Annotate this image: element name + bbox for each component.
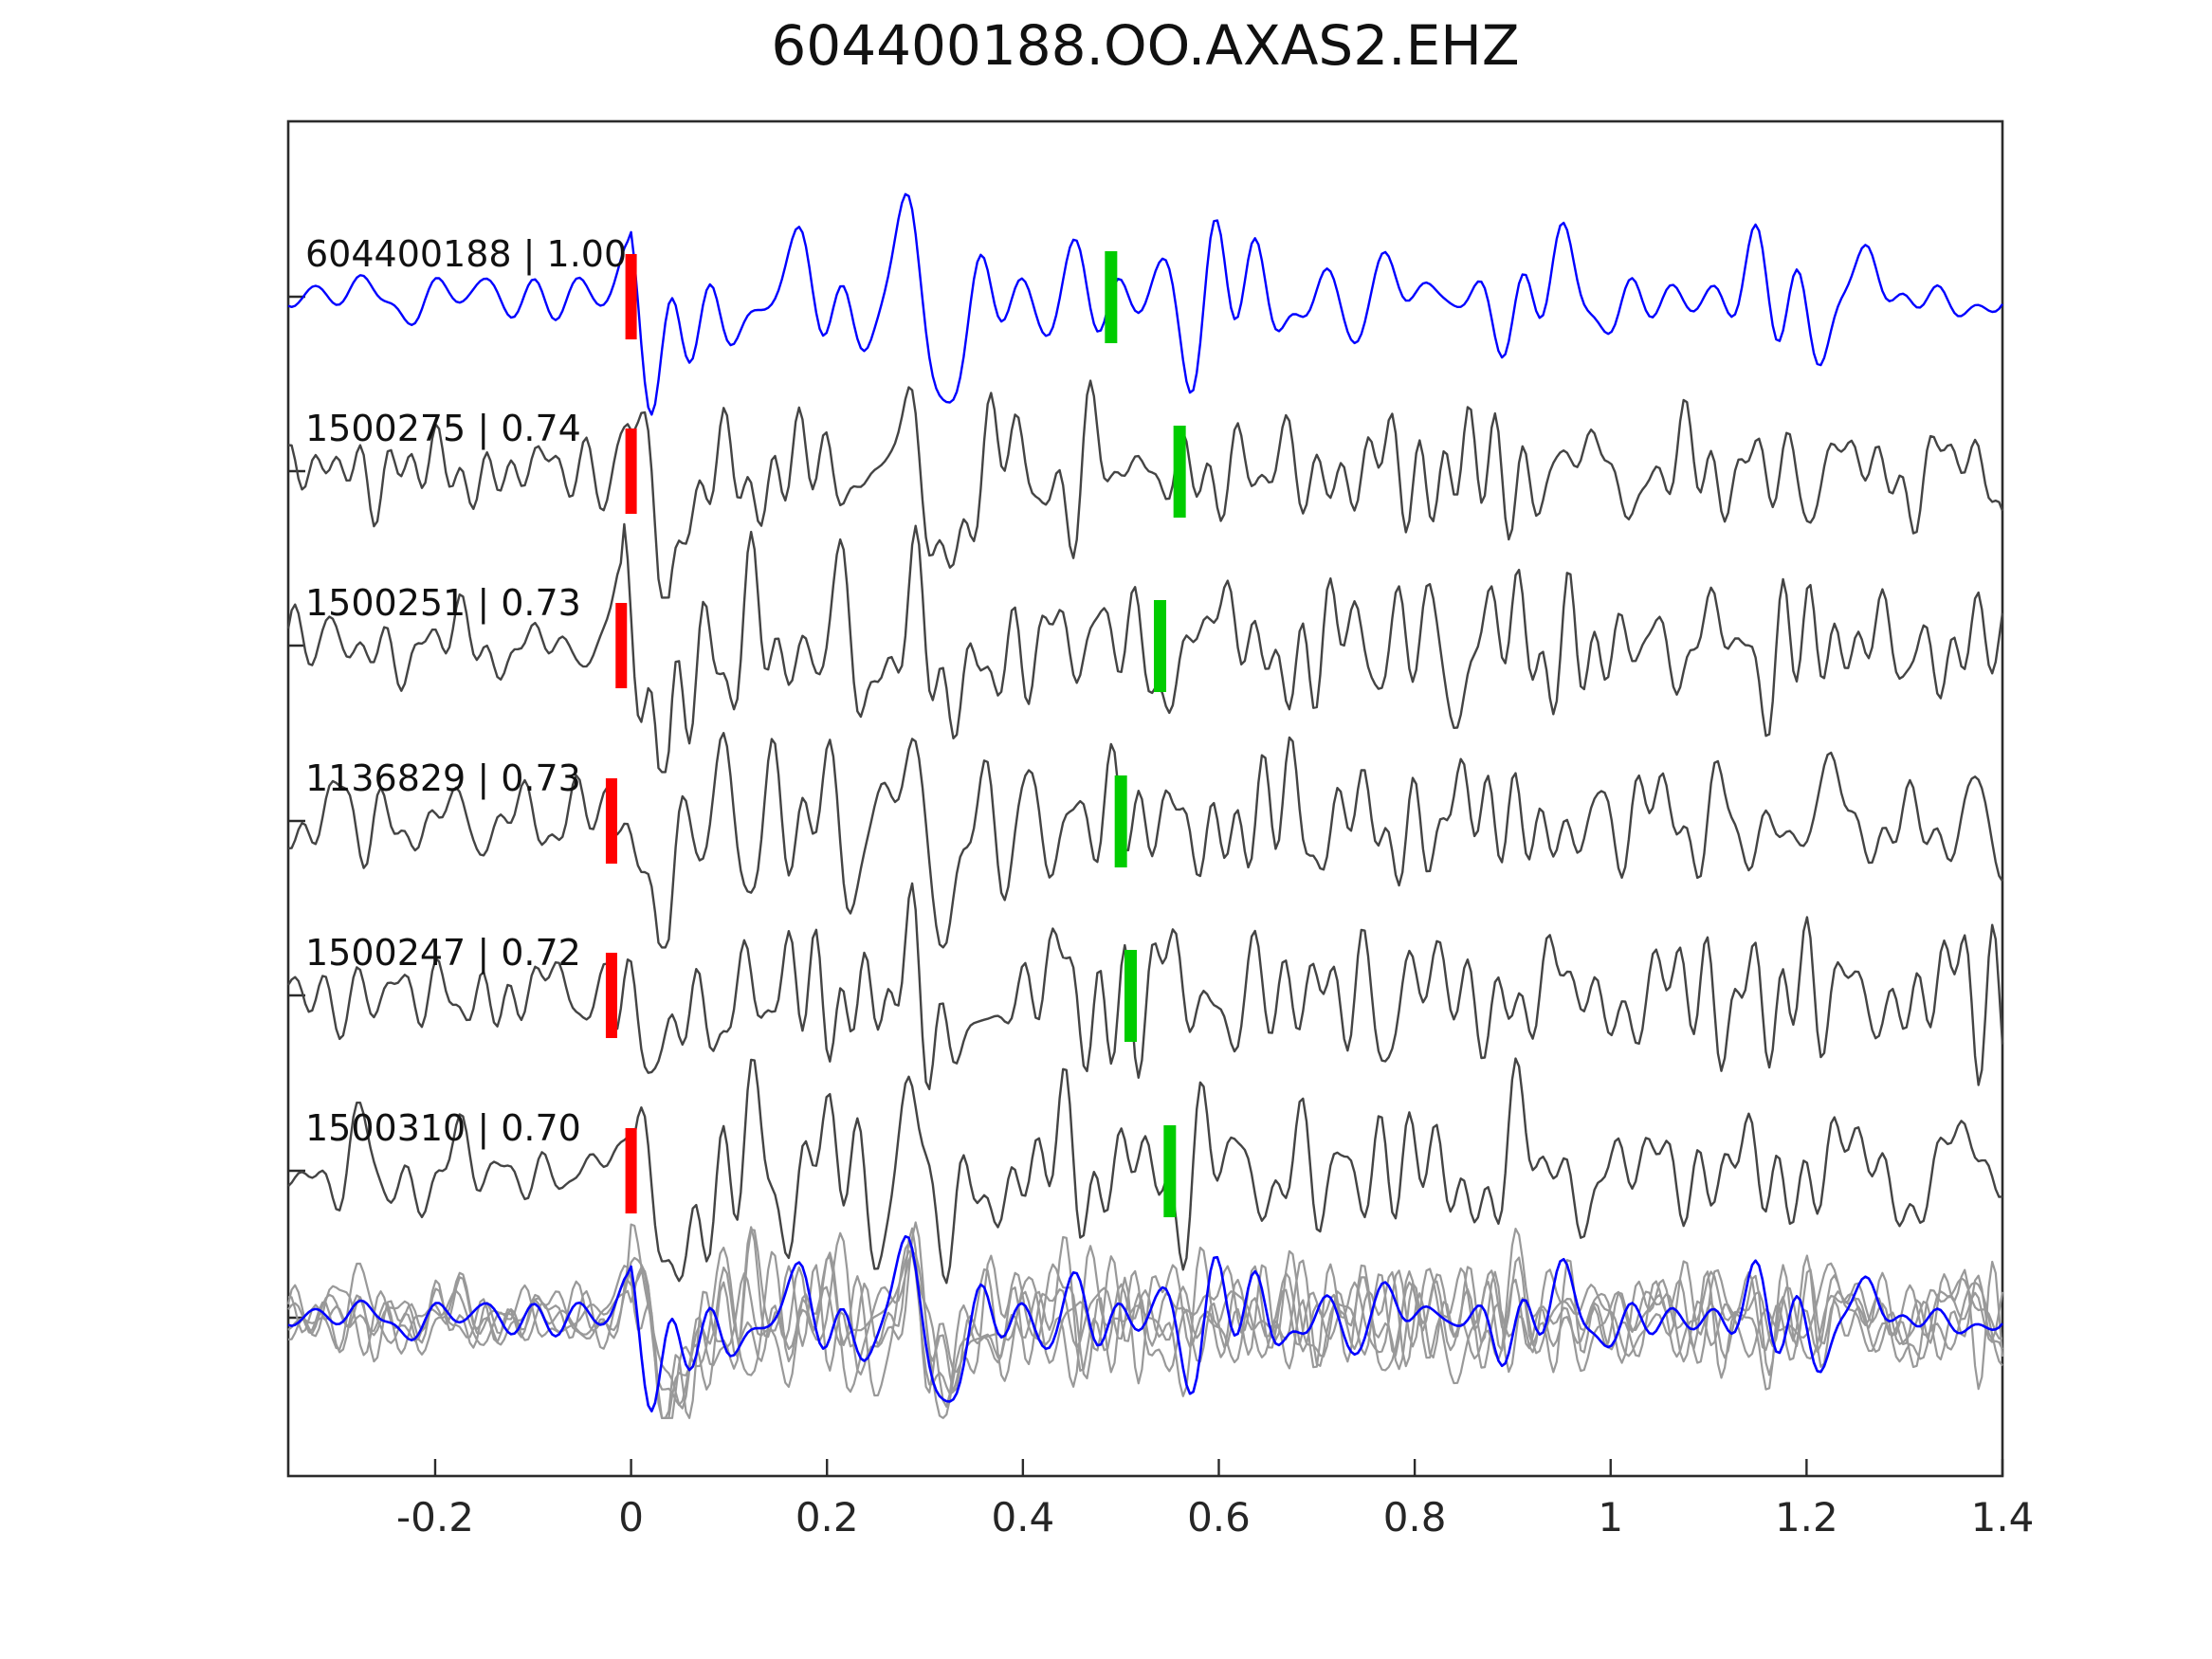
trace-label-604400188: 604400188 | 1.00 bbox=[305, 233, 628, 275]
overlay-waveform-1500247 bbox=[287, 1223, 2004, 1410]
x-tick-label: 1 bbox=[1598, 1494, 1624, 1540]
red-pick-marker-1500251 bbox=[615, 603, 628, 688]
green-pick-marker-1136829 bbox=[1114, 775, 1127, 867]
overlay-template-waveform bbox=[287, 1234, 2003, 1413]
green-pick-marker-604400188 bbox=[1105, 251, 1118, 343]
trace-waveform-1500251 bbox=[286, 522, 2004, 774]
x-tick-label: -0.2 bbox=[395, 1494, 474, 1540]
green-pick-marker-1500251 bbox=[1153, 600, 1166, 692]
x-tick-label: 1.4 bbox=[1970, 1494, 2035, 1540]
x-tick-label: 0.8 bbox=[1382, 1494, 1447, 1540]
x-tick-label: 0.2 bbox=[795, 1494, 859, 1540]
red-pick-marker-1500247 bbox=[605, 953, 617, 1038]
red-pick-marker-1136829 bbox=[605, 778, 617, 864]
trace-label-1500247: 1500247 | 0.72 bbox=[305, 932, 581, 974]
overlay-waveform-1136829 bbox=[287, 1246, 2003, 1419]
x-tick-label: 0.4 bbox=[991, 1494, 1055, 1540]
trace-waveform-1136829 bbox=[287, 732, 2004, 949]
green-pick-marker-1500310 bbox=[1163, 1125, 1177, 1217]
red-pick-marker-1500310 bbox=[625, 1128, 637, 1213]
overlay-waveform-1500310 bbox=[287, 1227, 2003, 1408]
green-pick-marker-1500275 bbox=[1173, 426, 1186, 518]
trace-label-1500275: 1500275 | 0.74 bbox=[305, 408, 581, 449]
x-tick-label: 0 bbox=[618, 1494, 644, 1540]
x-tick-label: 1.2 bbox=[1774, 1494, 1838, 1540]
trace-waveform-1500275 bbox=[287, 379, 2004, 599]
trace-waveform-1500247 bbox=[286, 882, 2004, 1091]
figure-title: 604400188.OO.AXAS2.EHZ bbox=[771, 13, 1520, 78]
red-pick-marker-1500275 bbox=[625, 428, 637, 514]
trace-label-1136829: 1136829 | 0.73 bbox=[305, 757, 581, 799]
trace-waveform-604400188 bbox=[287, 192, 2003, 416]
trace-label-1500310: 1500310 | 0.70 bbox=[305, 1107, 581, 1149]
trace-waveform-1500310 bbox=[287, 1057, 2003, 1285]
plot-frame bbox=[286, 119, 2004, 1478]
red-pick-marker-604400188 bbox=[625, 254, 637, 339]
x-tick-label: 0.6 bbox=[1187, 1494, 1251, 1540]
trace-label-1500251: 1500251 | 0.73 bbox=[305, 582, 581, 624]
green-pick-marker-1500247 bbox=[1124, 950, 1138, 1042]
